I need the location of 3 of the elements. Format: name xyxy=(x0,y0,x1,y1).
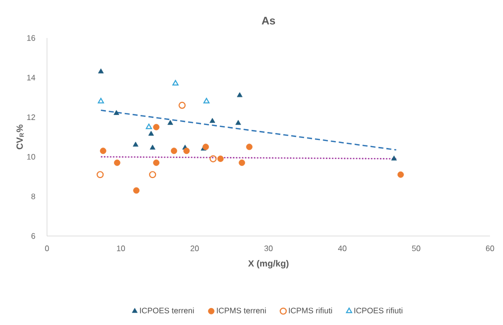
y-axis-title: CV$_{R}$% xyxy=(16,124,24,150)
chart-title: As xyxy=(262,16,276,25)
x-axis-title: X (mg/kg) xyxy=(248,260,288,268)
